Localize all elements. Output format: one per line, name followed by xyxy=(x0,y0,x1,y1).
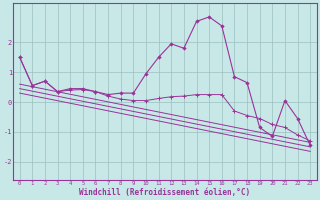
X-axis label: Windchill (Refroidissement éolien,°C): Windchill (Refroidissement éolien,°C) xyxy=(79,188,251,197)
